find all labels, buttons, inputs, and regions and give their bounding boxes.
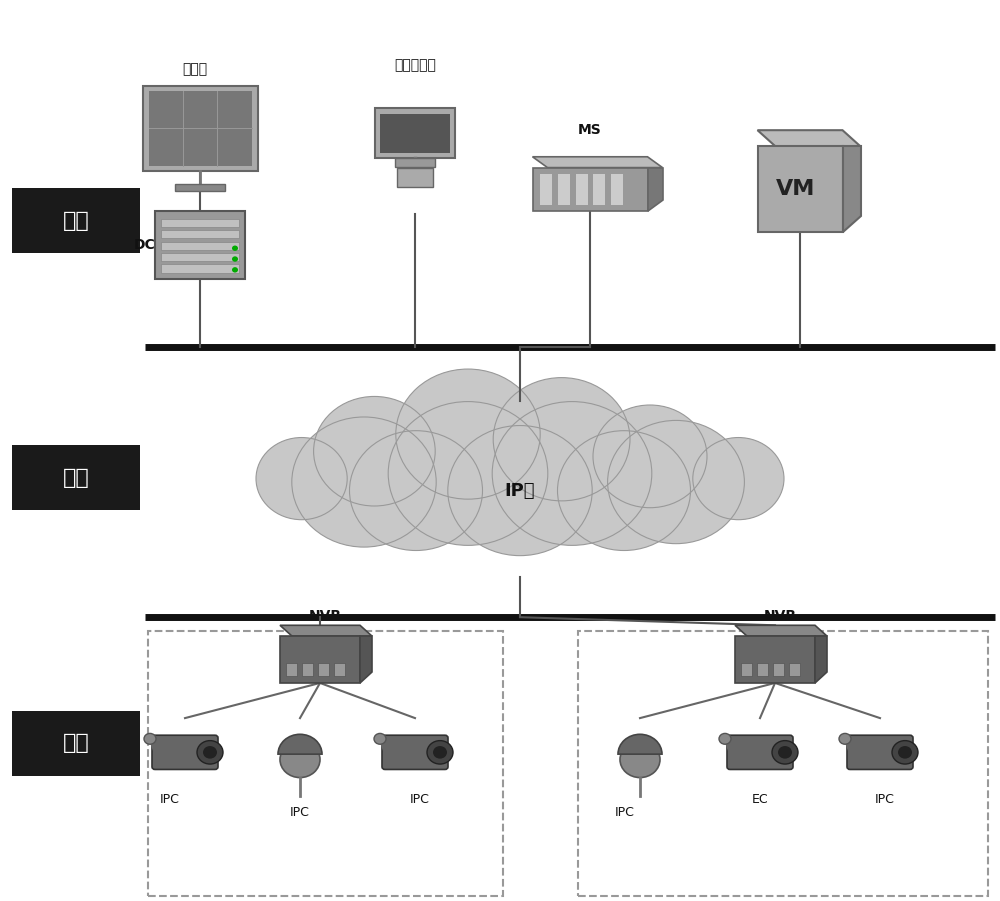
Text: IPC: IPC: [410, 793, 430, 805]
Wedge shape: [618, 734, 662, 754]
Circle shape: [314, 396, 435, 506]
Circle shape: [144, 733, 156, 744]
Text: IPC: IPC: [875, 793, 895, 805]
Circle shape: [839, 733, 851, 744]
Circle shape: [203, 746, 217, 759]
Bar: [540, 174, 552, 205]
Text: VM: VM: [776, 179, 816, 199]
Bar: [334, 663, 345, 676]
FancyBboxPatch shape: [152, 735, 218, 769]
Text: IPC: IPC: [615, 806, 635, 819]
Text: IP网: IP网: [505, 482, 535, 500]
Circle shape: [493, 378, 630, 501]
Bar: [789, 663, 800, 676]
FancyBboxPatch shape: [847, 735, 913, 769]
Bar: [757, 663, 768, 676]
FancyBboxPatch shape: [12, 711, 140, 776]
FancyBboxPatch shape: [735, 636, 815, 683]
Bar: [593, 174, 605, 205]
Bar: [149, 91, 252, 166]
Circle shape: [693, 438, 784, 520]
Circle shape: [197, 741, 223, 764]
Circle shape: [433, 746, 447, 759]
Circle shape: [898, 746, 912, 759]
FancyBboxPatch shape: [532, 168, 648, 211]
Polygon shape: [648, 168, 662, 211]
Circle shape: [778, 746, 792, 759]
Bar: [576, 174, 588, 205]
Polygon shape: [735, 625, 827, 636]
Circle shape: [620, 742, 660, 778]
Polygon shape: [280, 625, 372, 636]
Text: NVR: NVR: [308, 609, 342, 623]
Bar: [161, 231, 239, 239]
Polygon shape: [360, 636, 372, 683]
Text: 承载: 承载: [63, 468, 89, 487]
Circle shape: [232, 246, 238, 250]
Bar: [161, 241, 239, 250]
Bar: [611, 174, 624, 205]
Text: NVR: NVR: [763, 609, 797, 623]
FancyBboxPatch shape: [727, 735, 793, 769]
Polygon shape: [815, 636, 827, 683]
Circle shape: [608, 421, 744, 543]
FancyBboxPatch shape: [382, 735, 448, 769]
Text: 监视器: 监视器: [182, 62, 208, 77]
Text: EC: EC: [752, 793, 768, 805]
Circle shape: [256, 438, 347, 520]
Circle shape: [892, 741, 918, 764]
Circle shape: [232, 256, 238, 261]
Circle shape: [232, 268, 238, 272]
FancyBboxPatch shape: [280, 636, 360, 683]
Text: MS: MS: [578, 123, 602, 137]
Circle shape: [558, 431, 690, 551]
Circle shape: [280, 742, 320, 778]
Circle shape: [593, 405, 707, 507]
Text: 前端: 前端: [63, 733, 89, 753]
Bar: [773, 663, 784, 676]
Circle shape: [350, 431, 483, 551]
Bar: [558, 174, 570, 205]
Bar: [161, 265, 239, 272]
Circle shape: [292, 417, 436, 547]
Circle shape: [448, 425, 592, 556]
Text: 中心: 中心: [63, 211, 89, 231]
Bar: [318, 663, 329, 676]
Bar: [161, 253, 239, 261]
Bar: [302, 663, 313, 676]
Circle shape: [388, 402, 548, 545]
Polygon shape: [532, 157, 662, 168]
Circle shape: [719, 733, 731, 744]
Circle shape: [427, 741, 453, 764]
Circle shape: [396, 369, 540, 499]
FancyBboxPatch shape: [155, 212, 245, 279]
Bar: [286, 663, 297, 676]
FancyBboxPatch shape: [758, 146, 842, 232]
Text: IPC: IPC: [160, 793, 180, 805]
Bar: [395, 158, 435, 167]
FancyBboxPatch shape: [12, 188, 140, 253]
Circle shape: [772, 741, 798, 764]
Text: DC: DC: [133, 238, 155, 252]
Polygon shape: [842, 146, 860, 232]
FancyBboxPatch shape: [12, 445, 140, 510]
Text: 监控客户端: 监控客户端: [394, 58, 436, 72]
Bar: [148, 631, 503, 896]
Bar: [741, 663, 752, 676]
FancyBboxPatch shape: [143, 86, 258, 171]
FancyBboxPatch shape: [397, 168, 433, 187]
Wedge shape: [278, 734, 322, 754]
Bar: [175, 184, 225, 191]
FancyBboxPatch shape: [375, 108, 455, 158]
Bar: [161, 219, 239, 227]
Circle shape: [374, 733, 386, 744]
Polygon shape: [758, 130, 860, 146]
Circle shape: [492, 402, 652, 545]
Text: IPC: IPC: [290, 806, 310, 819]
Bar: [578, 631, 988, 896]
Bar: [380, 114, 450, 153]
